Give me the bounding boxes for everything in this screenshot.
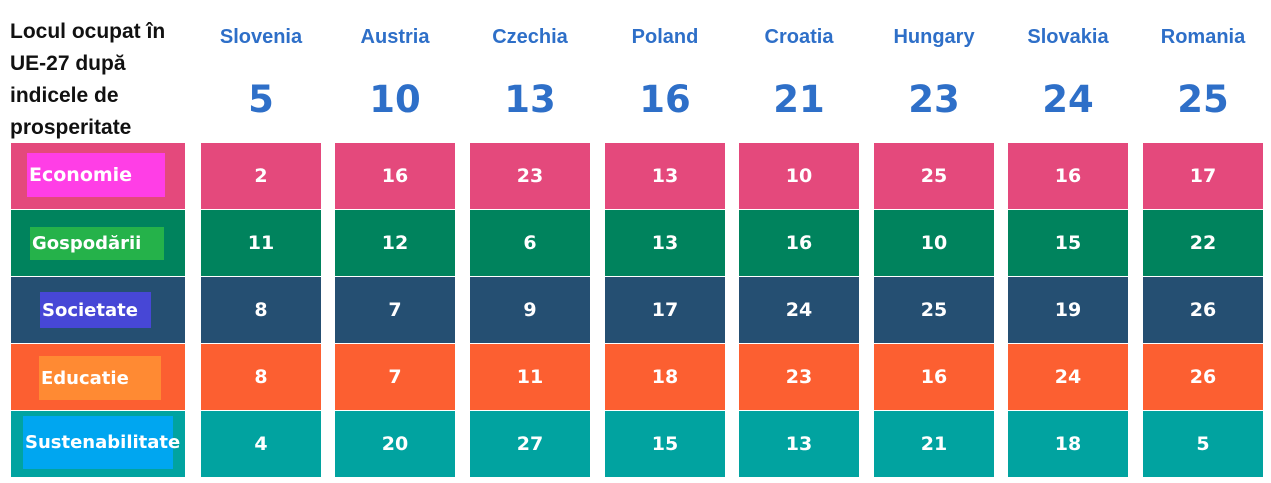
table-cell: 7 [335,277,455,343]
table-cell: 24 [739,277,859,343]
table-row: Gospodării 11 12 6 13 16 10 15 22 [11,210,1265,276]
table-cell: 23 [470,143,590,209]
table-cell: 5 [1143,411,1263,477]
table-cell: 10 [874,210,994,276]
country-overall-rank: 16 [639,78,691,121]
country-name: Hungary [893,26,975,48]
country-name: Slovakia [1027,26,1109,48]
country-name: Poland [631,26,699,48]
table-cell: 16 [874,344,994,410]
table-cell: 16 [335,143,455,209]
country-overall-rank: 23 [908,78,960,121]
table-cell: 13 [605,210,725,276]
table-cell: 20 [335,411,455,477]
country-name: Romania [1160,26,1246,48]
row-label-cell: Educatie [11,344,185,410]
table-cell: 21 [874,411,994,477]
table-cell: 8 [201,277,321,343]
table-row: Economie 2 16 23 13 10 25 16 17 [11,143,1265,209]
table-cell: 17 [605,277,725,343]
row-label: Sustenabilitate [23,416,180,469]
country-name: Austria [360,26,430,48]
row-label: Educatie [39,356,161,400]
table-cell: 23 [739,344,859,410]
table-cell: 17 [1143,143,1263,209]
country-overall-rank: 5 [248,78,274,121]
table-cell: 2 [201,143,321,209]
table-cell: 9 [470,277,590,343]
row-label-cell: Societate [11,277,185,343]
table-cell: 11 [470,344,590,410]
table-cell: 7 [335,344,455,410]
table-cell: 4 [201,411,321,477]
table-cell: 25 [874,143,994,209]
row-label: Societate [40,292,151,328]
table-cell: 25 [874,277,994,343]
table-row: Sustenabilitate 4 20 27 15 13 21 18 5 [11,411,1265,477]
country-overall-rank: 24 [1042,78,1094,121]
row-label: Economie [27,153,165,197]
table-cell: 22 [1143,210,1263,276]
table-row: Societate 8 7 9 17 24 25 19 26 [11,277,1265,343]
table-cell: 26 [1143,344,1263,410]
table-cell: 18 [1008,411,1128,477]
table-cell: 15 [1008,210,1128,276]
row-label-cell: Economie [11,143,185,209]
country-name: Czechia [492,26,568,48]
country-name: Slovenia [219,26,303,48]
table-cell: 8 [201,344,321,410]
country-overall-rank: 25 [1177,78,1229,121]
country-overall-rank: 13 [504,78,556,121]
country-overall-rank: 10 [369,78,421,121]
country-overall-rank: 21 [773,78,825,121]
table-cell: 12 [335,210,455,276]
table-cell: 26 [1143,277,1263,343]
table-cell: 11 [201,210,321,276]
table-row: Educatie 8 7 11 18 23 16 24 26 [11,344,1265,410]
table-cell: 24 [1008,344,1128,410]
row-label-cell: Gospodării [11,210,185,276]
table-cell: 13 [605,143,725,209]
row-label-cell: Sustenabilitate [11,411,185,477]
table-cell: 6 [470,210,590,276]
table-cell: 13 [739,411,859,477]
row-label: Gospodării [30,227,164,260]
table-title: Locul ocupat în UE-27 după indicele de p… [10,20,166,139]
table-cell: 18 [605,344,725,410]
table-cell: 15 [605,411,725,477]
table-cell: 16 [739,210,859,276]
table-cell: 10 [739,143,859,209]
table-cell: 19 [1008,277,1128,343]
table-cell: 16 [1008,143,1128,209]
table-cell: 27 [470,411,590,477]
country-name: Croatia [764,26,834,48]
